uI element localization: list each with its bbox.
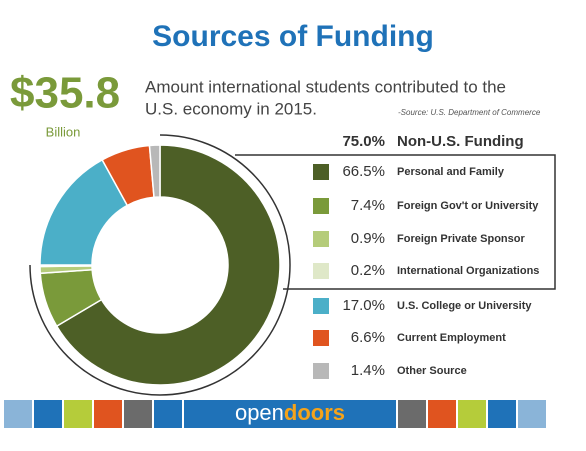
legend-label: Foreign Private Sponsor xyxy=(397,233,525,245)
footer-tile xyxy=(428,400,456,428)
legend-swatch xyxy=(313,298,329,314)
group-bracket xyxy=(235,154,556,290)
footer-tile xyxy=(124,400,152,428)
footer-tile xyxy=(154,400,182,428)
legend-label: International Organizations xyxy=(397,265,539,277)
subtitle: U.S. economy in 2015. xyxy=(145,99,317,118)
legend-swatch xyxy=(313,231,329,247)
legend-swatch xyxy=(313,164,329,180)
subtitle: Amount international students contribute… xyxy=(145,77,506,96)
legend-swatch xyxy=(313,198,329,214)
footer-tile xyxy=(34,400,62,428)
legend-swatch xyxy=(313,363,329,379)
footer-tile xyxy=(518,400,546,428)
legend-label: Current Employment xyxy=(397,332,506,344)
footer-tile xyxy=(94,400,122,428)
footer-tile xyxy=(458,400,486,428)
footer-tile xyxy=(64,400,92,428)
group-value: 75.0% xyxy=(342,133,385,150)
footer-tile xyxy=(4,400,32,428)
group-name: Non-U.S. Funding xyxy=(397,133,524,150)
donut-slice xyxy=(148,144,161,199)
group-arc xyxy=(29,134,291,396)
legend-value: 0.2% xyxy=(351,262,385,279)
legend-value: 17.0% xyxy=(342,297,385,314)
footer-tile xyxy=(488,400,516,428)
legend-value: 6.6% xyxy=(351,329,385,346)
headline-unit: Billion xyxy=(46,124,81,139)
footer-tile xyxy=(398,400,426,428)
donut-slice xyxy=(55,144,281,386)
legend-swatch xyxy=(313,330,329,346)
legend-value: 7.4% xyxy=(351,197,385,214)
legend-value: 0.9% xyxy=(351,230,385,247)
legend-value: 66.5% xyxy=(342,163,385,180)
brand: opendoors xyxy=(235,400,345,425)
brand-second: doors xyxy=(284,400,345,425)
legend-label: Personal and Family xyxy=(397,166,505,178)
footer-band xyxy=(184,400,396,428)
legend-label: U.S. College or University xyxy=(397,300,532,312)
legend-label: Foreign Gov't or University xyxy=(397,200,539,212)
brand-first: open xyxy=(235,400,284,425)
headline: $35.8 xyxy=(10,69,120,118)
chart-title: Sources of Funding xyxy=(152,20,434,53)
legend-swatch xyxy=(313,263,329,279)
legend-value: 1.4% xyxy=(351,362,385,379)
legend-label: Other Source xyxy=(397,365,467,377)
source: -Source: U.S. Department of Commerce xyxy=(398,108,541,117)
footer xyxy=(4,400,546,428)
